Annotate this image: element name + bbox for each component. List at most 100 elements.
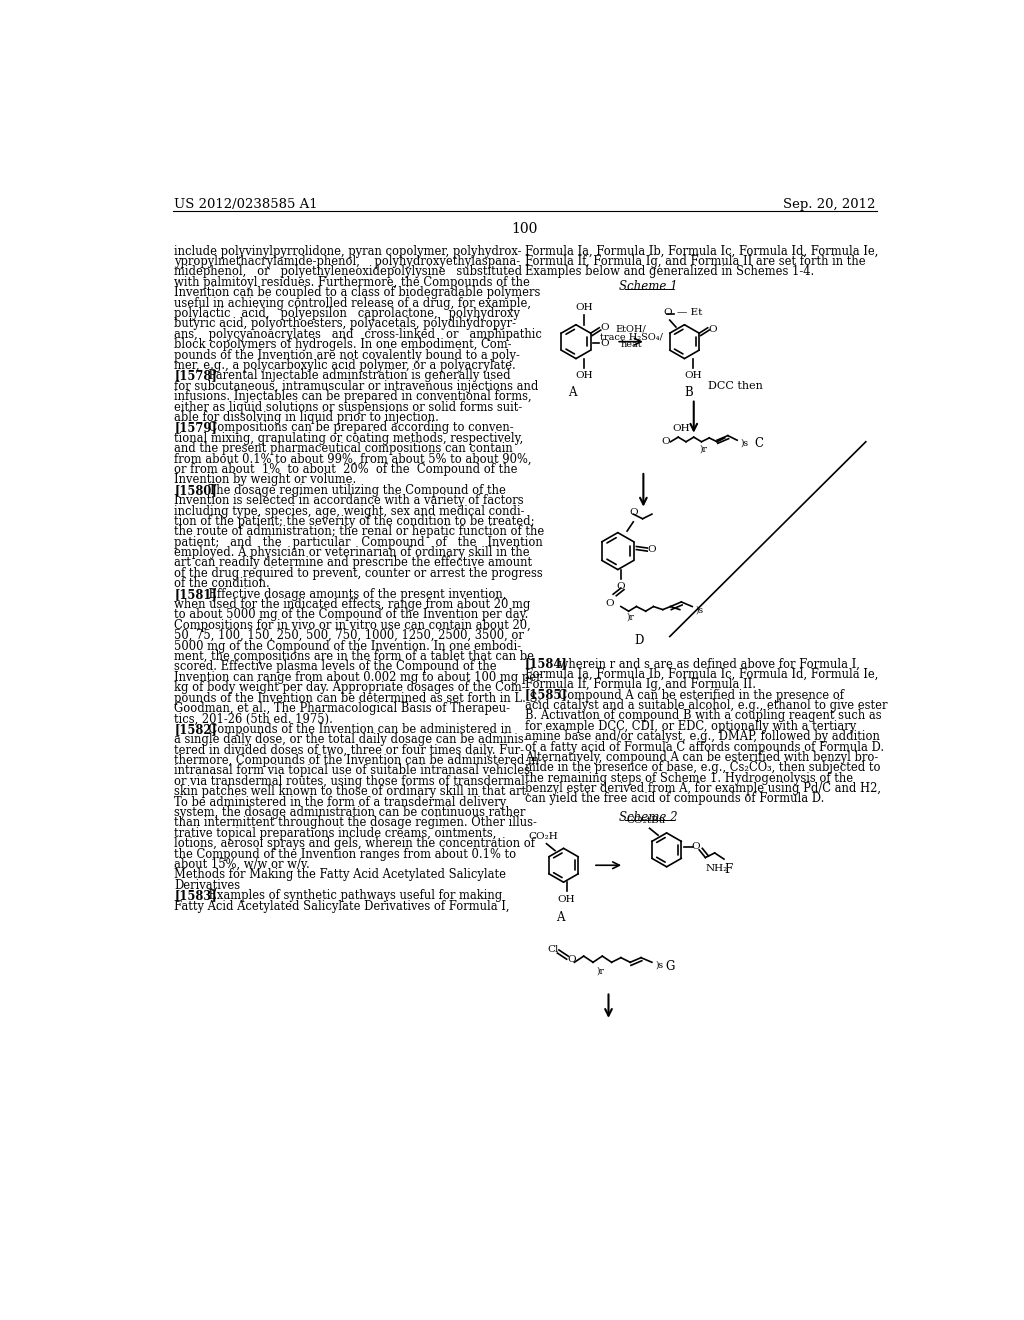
Text: US 2012/0238585 A1: US 2012/0238585 A1 (174, 198, 318, 211)
Text: Goodman, et al., The Pharmacological Basis of Therapeu-: Goodman, et al., The Pharmacological Bas… (174, 702, 511, 715)
Text: O: O (647, 545, 656, 554)
Text: Scheme 2: Scheme 2 (620, 812, 678, 825)
Text: to about 5000 mg of the Compound of the Invention per day.: to about 5000 mg of the Compound of the … (174, 609, 528, 622)
Text: Scheme 1: Scheme 1 (620, 280, 678, 293)
Text: infusions. Injectables can be prepared in conventional forms,: infusions. Injectables can be prepared i… (174, 391, 532, 403)
Text: for subcutaneous, intramuscular or intravenous injections and: for subcutaneous, intramuscular or intra… (174, 380, 539, 393)
Text: )s: )s (740, 438, 749, 447)
Text: midephenol,   or   polyethyleneoxidepolylysine   substituted: midephenol, or polyethyleneoxidepolylysi… (174, 265, 522, 279)
Text: O: O (629, 508, 638, 517)
Text: when used for the indicated effects, range from about 20 mg: when used for the indicated effects, ran… (174, 598, 530, 611)
Text: B. Activation of compound B with a coupling reagent such as: B. Activation of compound B with a coupl… (524, 709, 882, 722)
Text: wherein r and s are as defined above for Formula I,: wherein r and s are as defined above for… (544, 657, 860, 671)
Text: trace H₂SO₄/: trace H₂SO₄/ (599, 333, 663, 342)
Text: Alternatively, compound A can be esterified with benzyl bro-: Alternatively, compound A can be esterif… (524, 751, 878, 764)
Text: )s: )s (695, 605, 703, 614)
Text: OH: OH (575, 304, 593, 313)
Text: D: D (635, 634, 644, 647)
Text: G: G (666, 961, 675, 973)
Text: A: A (568, 387, 577, 400)
Text: able for dissolving in liquid prior to injection.: able for dissolving in liquid prior to i… (174, 411, 439, 424)
Text: system, the dosage administration can be continuous rather: system, the dosage administration can be… (174, 807, 526, 818)
Text: acid catalyst and a suitable alcohol, e.g., ethanol to give ester: acid catalyst and a suitable alcohol, e.… (524, 700, 888, 711)
Text: for example DCC, CDI, or EDC, optionally with a tertiary: for example DCC, CDI, or EDC, optionally… (524, 719, 856, 733)
Text: OH: OH (673, 424, 690, 433)
Text: Formula If, Formula Ig, and Formula II.: Formula If, Formula Ig, and Formula II. (524, 678, 756, 692)
Text: O: O (692, 842, 700, 851)
Text: [1578]: [1578] (174, 370, 217, 383)
Text: — Et: — Et (677, 308, 702, 317)
Text: Invention is selected in accordance with a variety of factors: Invention is selected in accordance with… (174, 494, 524, 507)
Text: polylactic   acid,   polyepsilon   caprolactone,   polyhydroxy: polylactic acid, polyepsilon caprolacton… (174, 308, 520, 319)
Text: [1584]: [1584] (524, 657, 567, 671)
Text: O: O (600, 323, 609, 333)
Text: 100: 100 (512, 222, 538, 235)
Text: Compositions can be prepared according to conven-: Compositions can be prepared according t… (194, 421, 513, 434)
Text: [1585]: [1585] (524, 689, 567, 701)
Text: from about 0.1% to about 99%, from about 5% to about 90%,: from about 0.1% to about 99%, from about… (174, 453, 532, 466)
Text: [1582]: [1582] (174, 723, 217, 735)
Text: C: C (755, 437, 763, 450)
Text: pounds of the Invention are not covalently bound to a poly-: pounds of the Invention are not covalent… (174, 348, 520, 362)
Text: scored. Effective plasma levels of the Compound of the: scored. Effective plasma levels of the C… (174, 660, 497, 673)
Text: CO₂tBu: CO₂tBu (627, 816, 666, 825)
Text: Effective dosage amounts of the present invention,: Effective dosage amounts of the present … (194, 587, 506, 601)
Text: Cl: Cl (547, 945, 558, 954)
Text: )r: )r (627, 612, 634, 622)
Text: NH₂: NH₂ (706, 863, 727, 873)
Text: either as liquid solutions or suspensions or solid forms suit-: either as liquid solutions or suspension… (174, 400, 522, 413)
Text: Formula If, Formula Ig, and Formula II are set forth in the: Formula If, Formula Ig, and Formula II a… (524, 255, 865, 268)
Text: Examples of synthetic pathways useful for making: Examples of synthetic pathways useful fo… (194, 890, 502, 902)
Text: CO₂H: CO₂H (528, 832, 558, 841)
Text: benzyl ester derived from A, for example using Pd/C and H2,: benzyl ester derived from A, for example… (524, 781, 881, 795)
Text: thermore, Compounds of the Invention can be administered in: thermore, Compounds of the Invention can… (174, 754, 540, 767)
Text: Compounds of the Invention can be administered in: Compounds of the Invention can be admini… (194, 723, 511, 735)
Text: Invention can be coupled to a class of biodegradable polymers: Invention can be coupled to a class of b… (174, 286, 541, 300)
Text: butyric acid, polyorthoesters, polyacetals, polydihydropyr-: butyric acid, polyorthoesters, polyaceta… (174, 317, 516, 330)
Text: The dosage regimen utilizing the Compound of the: The dosage regimen utilizing the Compoun… (194, 483, 506, 496)
Text: the Compound of the Invention ranges from about 0.1% to: the Compound of the Invention ranges fro… (174, 847, 517, 861)
Text: trative topical preparations include creams, ointments,: trative topical preparations include cre… (174, 826, 497, 840)
Text: tion of the patient; the severity of the condition to be treated;: tion of the patient; the severity of the… (174, 515, 535, 528)
Text: of the condition.: of the condition. (174, 577, 270, 590)
Text: include polyvinylpyrrolidone, pyran copolymer, polyhydrox-: include polyvinylpyrrolidone, pyran copo… (174, 244, 522, 257)
Text: OH: OH (558, 895, 575, 903)
Text: OH: OH (575, 371, 593, 380)
Text: Examples below and generalized in Schemes 1-4.: Examples below and generalized in Scheme… (524, 265, 814, 279)
Text: DCC then: DCC then (708, 381, 763, 391)
Text: and the present pharmaceutical compositions can contain: and the present pharmaceutical compositi… (174, 442, 513, 455)
Text: art can readily determine and prescribe the effective amount: art can readily determine and prescribe … (174, 557, 532, 569)
Text: of the drug required to prevent, counter or arrest the progress: of the drug required to prevent, counter… (174, 566, 544, 579)
Text: about 15%, w/w or w/v.: about 15%, w/w or w/v. (174, 858, 310, 871)
Text: employed. A physician or veterinarian of ordinary skill in the: employed. A physician or veterinarian of… (174, 546, 530, 560)
Text: [1583]: [1583] (174, 890, 217, 902)
Text: including type, species, age, weight, sex and medical condi-: including type, species, age, weight, se… (174, 504, 525, 517)
Text: )s: )s (655, 961, 664, 970)
Text: kg of body weight per day. Appropriate dosages of the Com-: kg of body weight per day. Appropriate d… (174, 681, 526, 694)
Text: skin patches well known to those of ordinary skill in that art.: skin patches well known to those of ordi… (174, 785, 530, 799)
Text: )r: )r (597, 968, 605, 975)
Text: block copolymers of hydrogels. In one embodiment, Com-: block copolymers of hydrogels. In one em… (174, 338, 512, 351)
Text: O: O (662, 437, 670, 446)
Text: mide in the presence of base, e.g., Cs₂CO₃, then subjected to: mide in the presence of base, e.g., Cs₂C… (524, 762, 881, 775)
Text: Compound A can be esterified in the presence of: Compound A can be esterified in the pres… (544, 689, 844, 701)
Text: To be administered in the form of a transdermal delivery: To be administered in the form of a tran… (174, 796, 507, 809)
Text: Fatty Acid Acetylated Salicylate Derivatives of Formula I,: Fatty Acid Acetylated Salicylate Derivat… (174, 899, 510, 912)
Text: O: O (616, 582, 626, 591)
Text: O: O (601, 339, 609, 347)
Text: Formula Ia, Formula Ib, Formula Ic, Formula Id, Formula Ie,: Formula Ia, Formula Ib, Formula Ic, Form… (524, 244, 879, 257)
Text: heat: heat (621, 341, 642, 350)
Text: Invention by weight or volume.: Invention by weight or volume. (174, 474, 356, 486)
Text: tional mixing, granulating or coating methods, respectively,: tional mixing, granulating or coating me… (174, 432, 523, 445)
Text: intranasal form via topical use of suitable intranasal vehicles,: intranasal form via topical use of suita… (174, 764, 535, 777)
Text: O: O (606, 599, 614, 607)
Text: O: O (567, 954, 575, 964)
Text: Derivatives: Derivatives (174, 879, 241, 892)
Text: Parental injectable administration is generally used: Parental injectable administration is ge… (194, 370, 510, 383)
Text: the route of administration; the renal or hepatic function of the: the route of administration; the renal o… (174, 525, 545, 539)
Text: [1579]: [1579] (174, 421, 217, 434)
Text: ypropylmethacrylamide-phenol,    polyhydroxyethylaspana-: ypropylmethacrylamide-phenol, polyhydrox… (174, 255, 520, 268)
Text: A: A (556, 911, 564, 924)
Text: F: F (724, 863, 732, 876)
Text: [1581]: [1581] (174, 587, 217, 601)
